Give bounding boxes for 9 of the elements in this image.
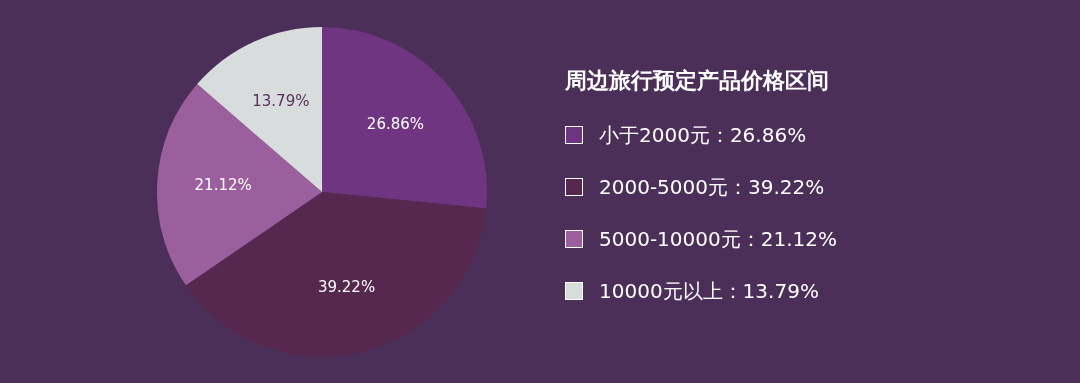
legend-label: 小于2000元：26.86% (599, 121, 807, 149)
data-label: 39.22% (317, 277, 376, 296)
data-label: 13.79% (252, 91, 310, 110)
legend-label: 5000-10000元：21.12% (599, 225, 837, 253)
data-label: 21.12% (194, 176, 252, 195)
data-label: 26.86% (366, 115, 425, 134)
legend-label: 2000-5000元：39.22% (599, 173, 825, 201)
legend-label: 10000元以上：13.79% (599, 277, 819, 305)
legend-title: 周边旅行预定产品价格区间 (565, 67, 830, 95)
